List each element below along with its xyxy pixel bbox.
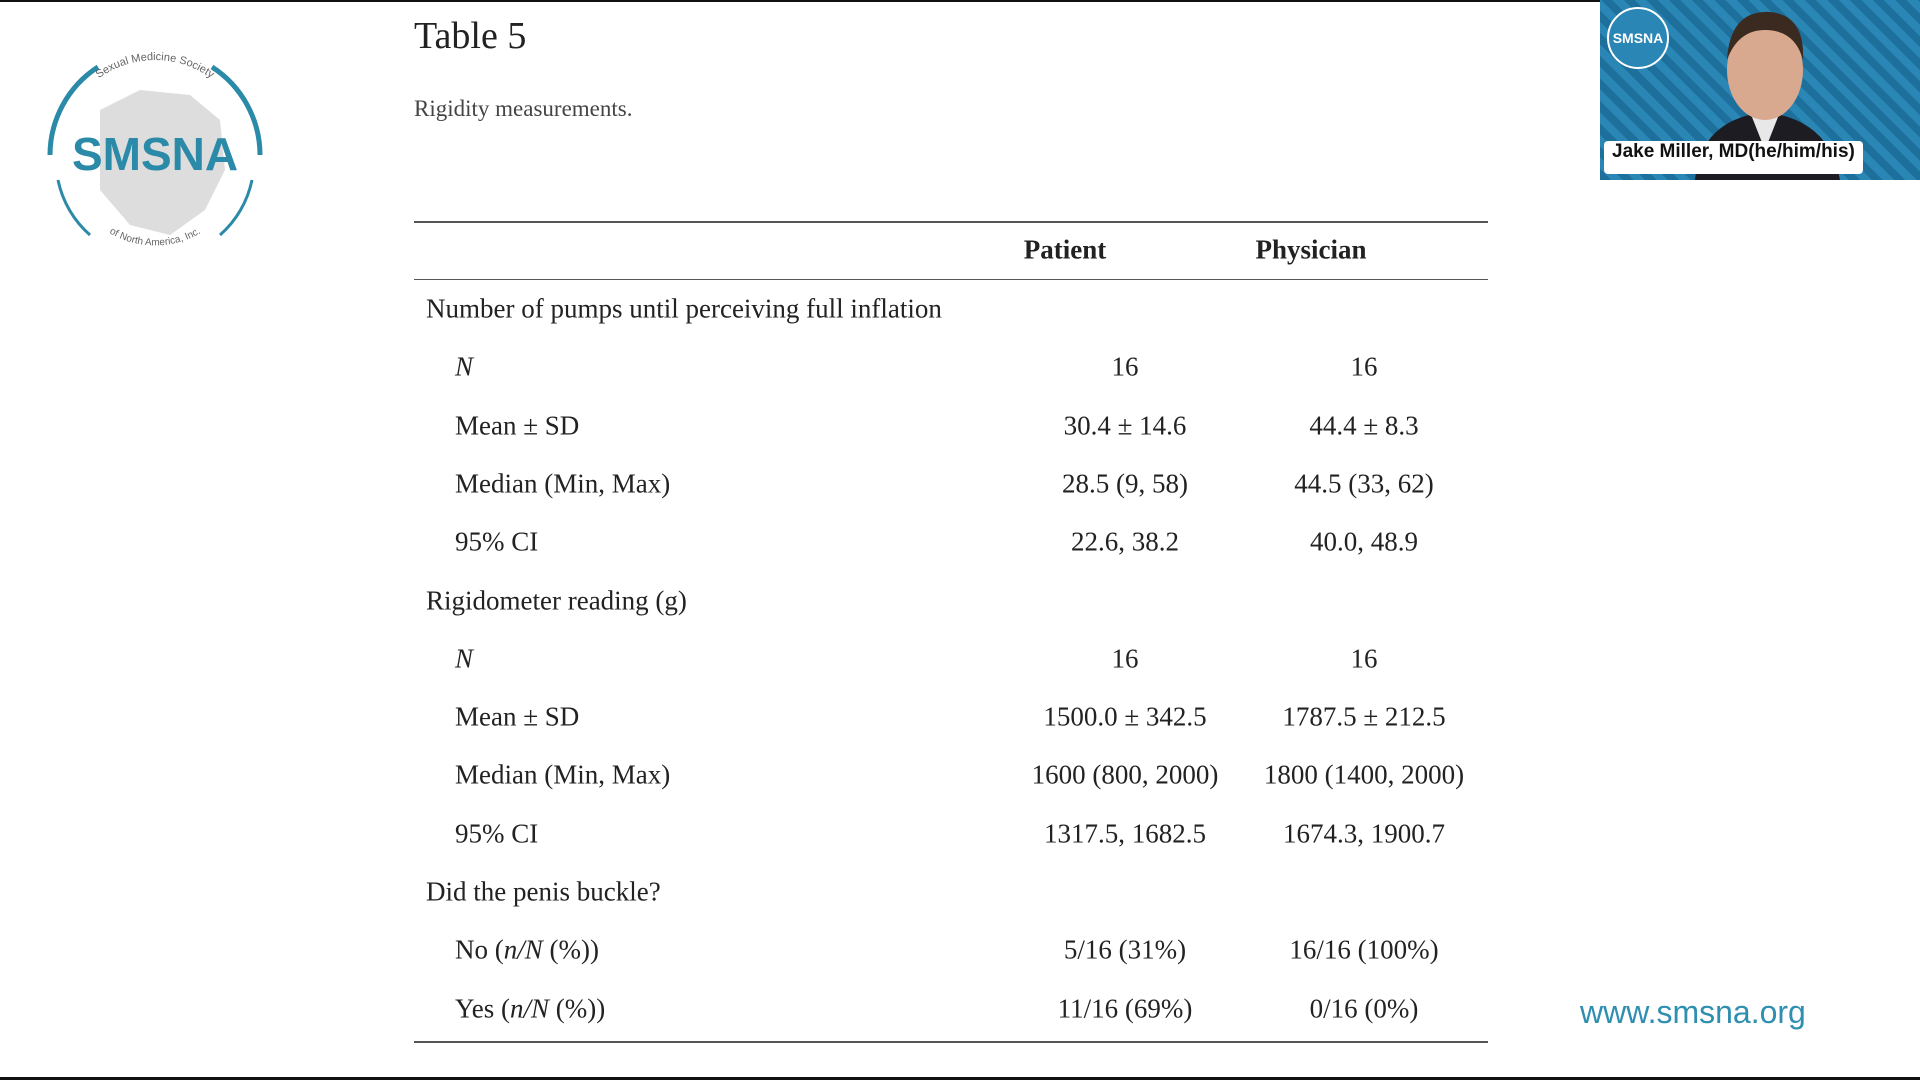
label-text: Yes (: [455, 993, 511, 1024]
cell: 44.5 (33, 62): [1294, 468, 1434, 499]
logo-arc: [47, 64, 100, 156]
label-text: Median (Min, Max): [455, 759, 671, 790]
cell: 44.4 ± 8.3: [1309, 410, 1419, 441]
table-caption: Rigidity measurements.: [414, 96, 633, 121]
cell: 5/16 (31%): [1063, 934, 1187, 965]
label-italic: n/N: [510, 993, 550, 1024]
row-label: Median (Min, Max): [455, 468, 670, 499]
cell: 22.6, 38.2: [1071, 526, 1179, 557]
logo-arc: [56, 179, 91, 237]
rule: [414, 1040, 1488, 1043]
logo-arc: [210, 64, 263, 156]
url: www.smsna.org: [1580, 994, 1806, 1030]
cell: 16/16 (100%): [1289, 934, 1439, 965]
logo: Sexual Medicine Society of North America…: [47, 51, 263, 248]
rule: [414, 279, 1488, 280]
cell: 28.5 (9, 58): [1062, 468, 1188, 499]
label-text: Mean ± SD: [455, 410, 580, 441]
cell: 1500.0 ± 342.5: [1043, 701, 1207, 732]
cell: 0/16 (0%): [1309, 993, 1419, 1024]
cell: 1674.3, 1900.7: [1283, 818, 1445, 849]
cell: 1317.5, 1682.5: [1044, 818, 1206, 849]
row-label: Mean ± SD: [455, 702, 579, 733]
cell: 11/16 (69%): [1057, 993, 1193, 1024]
row-label: N: [455, 643, 473, 674]
cell: 16: [1350, 643, 1378, 674]
cell: 40.0, 48.9: [1310, 526, 1418, 557]
row-label: 95% CI: [455, 527, 538, 558]
label-text: Median (Min, Max): [455, 468, 671, 499]
column-header: Physician: [1255, 234, 1367, 265]
label-italic: N: [455, 351, 474, 382]
row-label: 95% CI: [455, 818, 538, 849]
video-tile: SMSNA Jake Miller, MD(he/him/his): [1600, 0, 1920, 180]
row-label: Yes (n/N (%)): [455, 993, 605, 1024]
cell: 1800 (1400, 2000): [1263, 759, 1465, 790]
column-header: Patient: [1023, 234, 1107, 265]
video-badge: SMSNA: [1612, 30, 1664, 46]
logo-arc: [219, 179, 254, 237]
label-text: Mean ± SD: [455, 701, 580, 732]
top-border: [0, 0, 1920, 2]
map-shape: [100, 90, 225, 235]
label-text: 95% CI: [455, 526, 539, 557]
label-text: (%)): [549, 993, 606, 1024]
section-heading: Number of pumps until perceiving full in…: [426, 293, 942, 324]
row-label: Mean ± SD: [455, 410, 579, 441]
logo-arc-top: Sexual Medicine Society: [94, 51, 217, 81]
label-text: (%)): [542, 934, 599, 965]
bottom-border: [0, 1077, 1920, 1080]
cell: 30.4 ± 14.6: [1063, 410, 1187, 441]
section-heading: Did the penis buckle?: [426, 876, 661, 907]
cell: 16: [1111, 643, 1139, 674]
table-title: Table 5: [414, 15, 527, 57]
row-label: Median (Min, Max): [455, 760, 670, 791]
cell: 16: [1350, 351, 1378, 382]
cell: 16: [1111, 351, 1139, 382]
row-label: No (n/N (%)): [455, 935, 599, 966]
section-heading: Rigidometer reading (g): [426, 585, 687, 615]
cell: 1600 (800, 2000): [1031, 759, 1219, 790]
participant-name: Jake Miller, MD(he/him/his): [1604, 141, 1863, 174]
svg-text:Sexual Medicine Society: Sexual Medicine Society: [94, 51, 217, 81]
rule: [414, 221, 1488, 223]
label-italic: N: [455, 643, 474, 674]
logo-name: SMSNA: [72, 128, 238, 180]
label-italic: n/N: [503, 934, 543, 965]
row-label: N: [455, 352, 473, 383]
label-text: No (: [455, 934, 504, 965]
cell: 1787.5 ± 212.5: [1282, 701, 1446, 732]
label-text: 95% CI: [455, 818, 539, 849]
